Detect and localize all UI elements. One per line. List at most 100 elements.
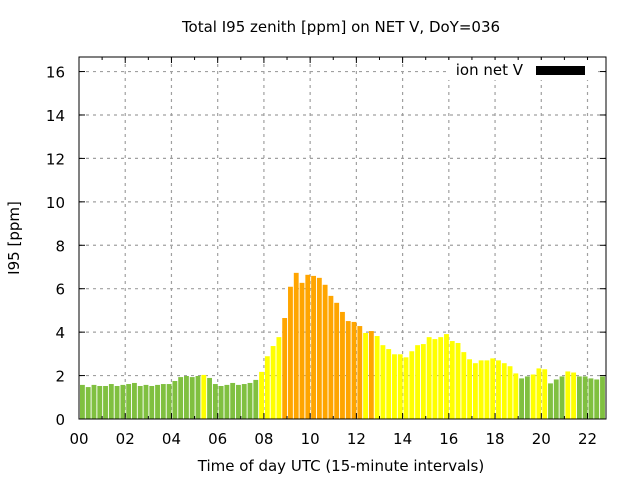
y-tick-label: 8 [55,237,65,255]
x-tick-label: 22 [578,430,597,448]
bar [264,356,270,419]
bar [386,349,392,419]
x-tick-label: 00 [69,430,88,448]
legend-swatch [536,66,585,75]
bar [496,360,501,419]
bar [588,378,594,419]
bar [189,377,195,419]
bar [236,384,241,419]
bar [357,326,363,419]
bar [218,385,224,419]
y-tick-label: 0 [55,411,65,429]
bar [524,376,530,419]
bar [501,363,507,419]
bar [85,387,91,419]
x-tick-label: 14 [393,430,412,448]
bar [478,360,484,419]
bar [155,384,160,419]
bar [184,376,189,419]
bar [374,336,380,419]
bar [403,357,409,419]
bar [351,321,357,419]
bar [368,331,374,419]
bar [201,374,207,419]
bar [253,379,259,419]
bar [444,334,449,419]
bar [363,333,369,419]
legend-label: ion net V [456,61,524,79]
bar [166,384,172,419]
bar [207,377,212,419]
y-tick-labels: 0 2 4 6 8 10 12 14 16 [46,64,65,429]
x-tick-label: 10 [301,430,320,448]
plot-frame [78,56,607,420]
bar [576,376,582,419]
bar [316,277,322,419]
bar [438,337,444,419]
bar [195,376,201,419]
bar [467,359,473,419]
bar [530,374,536,419]
bar [137,385,143,419]
y-tick-label: 12 [46,150,65,168]
bar [490,358,496,419]
bar [288,286,293,419]
bar [559,376,565,419]
bar [548,383,553,419]
bar [484,360,490,419]
bar [571,372,577,419]
bar [91,384,97,419]
bar [224,384,230,419]
y-tick-label: 10 [46,194,65,212]
bar [536,368,542,419]
y-tick-label: 16 [46,64,65,82]
bar [600,376,605,419]
x-tick-label: 04 [162,430,181,448]
bar [305,274,311,419]
y-tick-label: 2 [55,368,65,386]
bar [432,339,438,419]
bar [103,385,108,419]
x-tick-label: 06 [208,430,227,448]
bar [542,369,548,419]
x-tick-label: 02 [116,430,135,448]
bar [519,378,525,419]
bar [126,384,132,419]
bar [322,284,328,419]
bar [409,351,415,419]
bar [282,318,288,419]
bar [513,373,519,419]
bar [149,385,155,419]
x-tick-label: 18 [486,430,505,448]
bar [247,382,253,419]
bar [241,384,247,419]
bar [397,354,403,419]
bar [461,352,467,419]
x-tick-label: 16 [439,430,458,448]
bar [605,374,606,419]
bar [420,344,426,419]
bar [426,337,432,419]
x-tick-label: 20 [532,430,551,448]
x-axis-label: Time of day UTC (15-minute intervals) [197,457,484,475]
x-tick-label: 08 [254,430,273,448]
chart-title: Total I95 zenith [ppm] on NET V, DoY=036 [181,18,500,36]
bar [120,384,126,419]
bar [380,345,386,419]
y-tick-label: 6 [55,281,65,299]
bar [472,363,478,419]
bar [80,384,85,419]
bars [80,272,606,419]
bar [114,385,120,419]
bar [230,382,236,419]
bar [212,384,218,419]
bar [178,377,184,419]
bar [293,272,299,419]
bar [449,341,455,419]
bar [328,295,334,419]
bar [270,346,276,419]
bar [143,384,149,419]
bar [259,371,264,419]
bar [553,379,559,419]
